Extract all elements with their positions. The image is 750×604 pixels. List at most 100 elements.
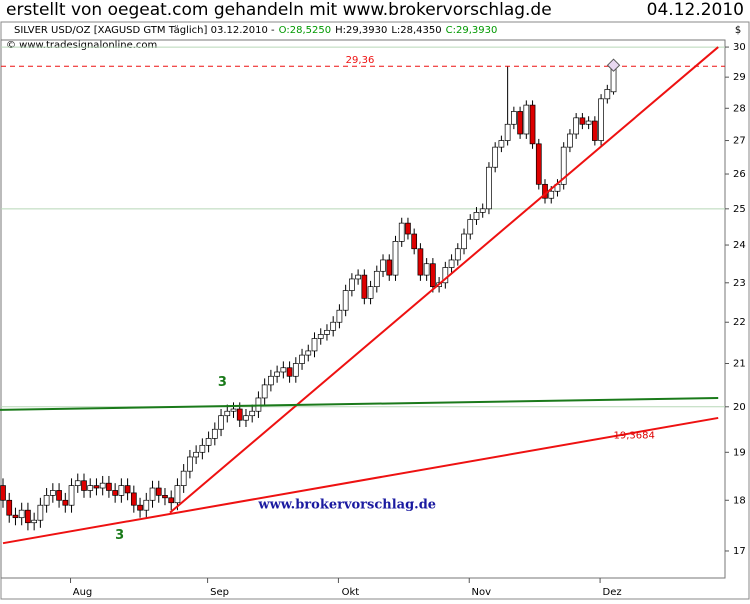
candle-body — [311, 338, 318, 352]
candle-body — [218, 415, 224, 430]
x-tick-label: Nov — [471, 587, 491, 598]
candle-body — [174, 485, 181, 504]
candle-body — [6, 499, 13, 516]
candle-body — [380, 259, 386, 272]
ohlc-label: O:28,5250 — [279, 25, 331, 36]
candle-body — [317, 334, 324, 339]
y-tick-label: 27 — [733, 136, 746, 147]
y-tick-label: 29 — [733, 72, 746, 83]
candle-body — [473, 212, 480, 220]
y-tick-label: 25 — [733, 204, 746, 215]
candle-body — [598, 98, 604, 141]
candle-body — [199, 444, 206, 453]
annotation: 19,3684 — [614, 430, 655, 441]
candle-body — [162, 495, 168, 499]
candle-body — [349, 278, 355, 291]
candle-body — [355, 274, 361, 280]
candle-body — [211, 428, 218, 439]
candle-body — [124, 485, 131, 494]
candle-body — [511, 111, 517, 125]
candle-body — [411, 233, 418, 250]
candle-body — [523, 104, 530, 135]
candle-body — [324, 329, 330, 335]
y-tick-label: 19 — [733, 447, 746, 458]
y-tick-label: 23 — [733, 278, 746, 289]
candle-body — [236, 408, 243, 421]
candle-body — [180, 470, 187, 486]
candle-body — [0, 485, 6, 501]
candle-body — [93, 485, 100, 489]
candle-body — [18, 509, 25, 519]
y-tick-label: 18 — [733, 495, 746, 506]
candle-body — [49, 490, 56, 496]
candle-body — [305, 350, 312, 356]
candle-body — [423, 263, 430, 276]
high-marker — [606, 58, 621, 72]
trendline — [2, 416, 719, 545]
candle-body — [149, 487, 156, 501]
candle-body — [454, 248, 461, 261]
candle-body — [398, 222, 405, 242]
candle-body — [261, 384, 268, 399]
candle-body — [405, 222, 411, 235]
candle-body — [31, 519, 37, 524]
candle-body — [292, 363, 299, 377]
candle-body — [137, 504, 143, 511]
candle-body — [299, 354, 305, 364]
candle-body — [442, 267, 449, 284]
candle-body — [62, 499, 69, 506]
level-label: 29,36 — [346, 55, 375, 66]
candle-body — [448, 259, 455, 268]
candle-body — [548, 190, 555, 199]
candle-body — [373, 270, 380, 288]
x-tick-label: Okt — [342, 587, 360, 598]
y-tick-label: 24 — [733, 240, 746, 251]
candle-body — [386, 259, 393, 276]
ohlc-label: H:29,3930 — [335, 25, 387, 36]
candle-body — [81, 480, 87, 491]
candle-body — [37, 504, 44, 521]
candle-body — [280, 367, 287, 373]
candle-body — [155, 487, 162, 496]
candle-body — [567, 133, 573, 148]
x-tick-label: Sep — [210, 587, 229, 598]
candle-body — [25, 509, 31, 524]
candle-body — [230, 408, 237, 412]
y-tick-label: 28 — [733, 103, 746, 114]
candle-body — [56, 490, 62, 501]
candle-body — [392, 241, 399, 276]
x-tick-label: Aug — [73, 587, 93, 598]
y-tick-label: 21 — [733, 359, 746, 370]
candle-body — [504, 123, 511, 141]
candle-body — [118, 485, 125, 496]
candle-body — [430, 263, 436, 288]
trendline — [0, 396, 719, 411]
y-tick-label: 17 — [733, 546, 746, 557]
candle-body — [130, 492, 137, 506]
candle-body — [479, 208, 486, 213]
candle-body — [99, 482, 106, 489]
ohlc-label: C:29,3930 — [446, 25, 498, 36]
candle-body — [535, 143, 542, 185]
candle-body — [486, 166, 492, 210]
y-tick-label: 30 — [733, 42, 746, 53]
annotation: www.brokervorschlag.de — [257, 498, 436, 513]
candle-body — [579, 117, 586, 125]
annotation: 3 — [218, 375, 227, 390]
candle-body — [529, 104, 536, 145]
candle-body — [573, 117, 580, 135]
candle-body — [12, 514, 19, 519]
y-tick-label: 26 — [733, 169, 746, 180]
candle-body — [205, 438, 212, 446]
ohlc-label: L:28,4350 — [391, 25, 441, 36]
annotation: 3 — [115, 528, 124, 543]
candle-body — [336, 309, 343, 323]
candle-body — [74, 480, 81, 486]
candle-body — [286, 367, 293, 377]
candle-body — [268, 375, 274, 386]
candle-body — [367, 286, 374, 299]
candle-body — [492, 146, 499, 168]
page-date: 04.12.2010 — [647, 0, 744, 20]
candle-body — [187, 456, 193, 472]
